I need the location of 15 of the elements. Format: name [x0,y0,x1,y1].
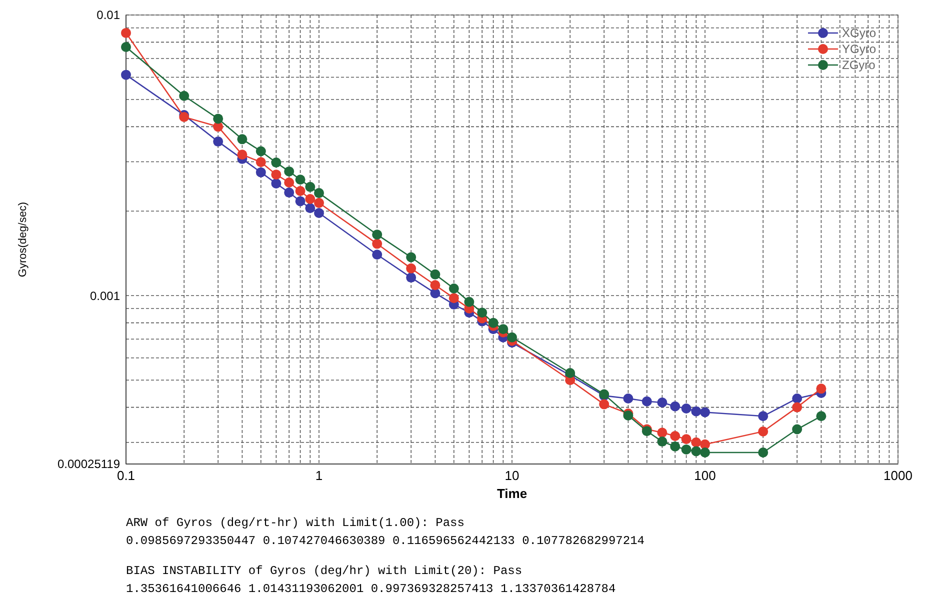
text: 1.35361641006646 1.01431193062001 0.997369328257413 1.13370361428784 [126,582,616,596]
y-tick-label: 0.001 [90,288,120,303]
text: 0.0985697293350447 0.107427046630389 0.116596562442133 0.107782682997214 [126,534,644,548]
y-tick-label: 0.01 [96,8,120,22]
legend-label: ZGyro [842,58,876,72]
y-axis-title: Gyros(deg/sec) [17,202,29,278]
x-tick-label: 1 [315,468,323,483]
legend-label: XGyro [842,26,876,40]
x-tick-label: 100 [694,468,716,483]
x-tick-label: 1000 [884,468,912,483]
x-tick-label: 10 [504,468,520,483]
text: ARW of Gyros (deg/rt-hr) with Limit(1.00): Pass [126,516,464,530]
legend-label: YGyro [842,42,876,56]
x-axis-title: Time [496,486,528,501]
text: BIAS INSTABILITY of Gyros (deg/hr) with Limit(20): Pass [126,564,522,578]
